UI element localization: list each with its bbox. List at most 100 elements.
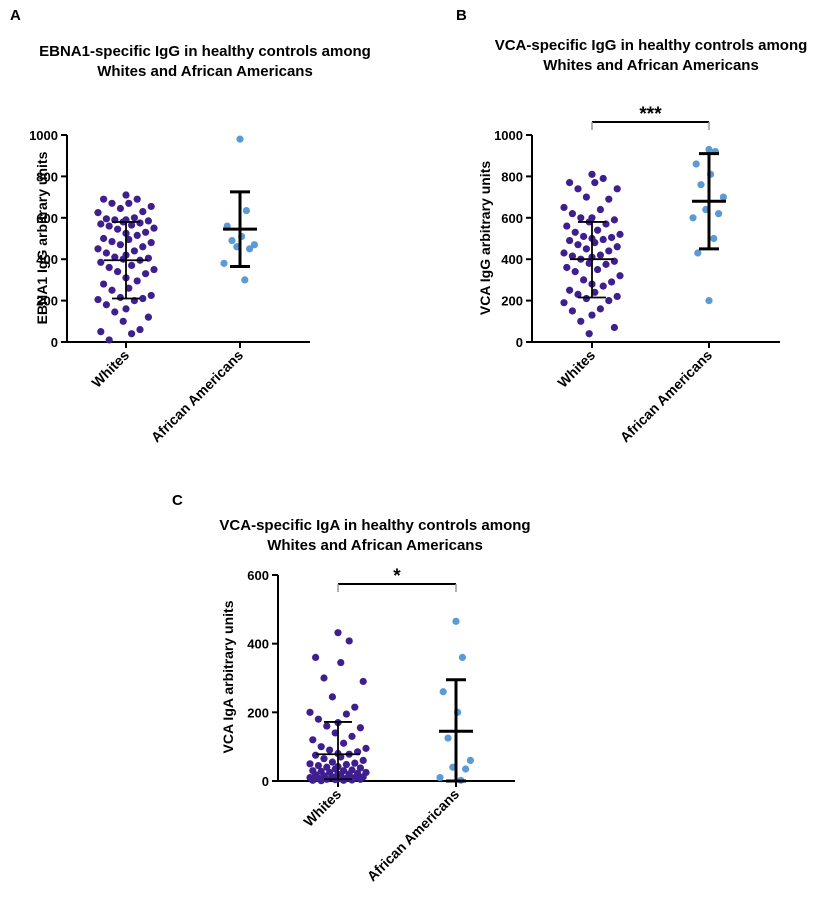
- panel-b-whites-point: [596, 251, 605, 259]
- panel-b-whites-point: [616, 272, 624, 280]
- panel-a-whites-point: [108, 199, 116, 207]
- panel-c-significance-label: *: [393, 566, 401, 587]
- panel-c-whites-point: [317, 743, 325, 751]
- panel-a-whites-point: [105, 336, 113, 344]
- panel-a-whites-point: [136, 325, 144, 334]
- panel-c-whites-point: [337, 658, 345, 667]
- panel-c-whites-point: [348, 732, 356, 740]
- panel-a-whites-point: [116, 293, 124, 302]
- panel-b-y-tick-label: 400: [501, 252, 523, 267]
- panel-a-whites-point: [122, 191, 130, 199]
- panel-c-african-americans-point: [439, 688, 447, 696]
- panel-c-whites-point: [351, 703, 359, 711]
- panel-b-whites-point: [580, 276, 588, 284]
- panel-a-african-americans-point: [250, 241, 258, 249]
- panel-a-y-tick-label: 1000: [29, 128, 58, 143]
- panel-c-y-axis-label: VCA IgA arbitrary units: [220, 600, 236, 753]
- panel-b-whites-point: [585, 259, 593, 267]
- panel-b-whites-point: [594, 265, 602, 274]
- panel-a-whites-point: [133, 231, 141, 239]
- panel-b-y-tick-label: 600: [501, 211, 523, 226]
- panel-b-whites-point: [610, 216, 619, 224]
- panel-b-african-americans-point: [715, 210, 723, 218]
- panel-b-african-americans-point: [719, 193, 728, 201]
- panel-c-letter: C: [172, 492, 183, 509]
- panel-b-y-tick-label: 200: [501, 294, 523, 309]
- panel-b-whites-point: [594, 226, 602, 234]
- panel-c-african-americans-category-label: African Americans: [364, 786, 463, 885]
- panel-c-whites-point: [317, 777, 325, 785]
- panel-b-whites-point: [574, 290, 582, 298]
- panel-a-whites-point: [114, 268, 122, 276]
- panel-b-whites-point: [613, 185, 621, 193]
- panel-a-whites-point: [100, 195, 108, 203]
- panel-c-whites-point: [337, 753, 345, 761]
- panel-c-y-tick-label: 400: [247, 637, 269, 652]
- panel-c-whites-category-label: Whites: [300, 786, 344, 830]
- panel-a-letter: A: [10, 7, 21, 24]
- panel-c: C VCA-specific IgA in healthy controls a…: [172, 492, 531, 884]
- panel-c-whites-point: [309, 776, 317, 784]
- panel-b-whites-point: [568, 210, 577, 218]
- panel-b-y-tick-label: 0: [516, 335, 523, 350]
- panel-a-whites-point: [102, 249, 110, 257]
- panel-a-african-americans-point: [242, 206, 250, 215]
- panel-a-y-tick-label: 600: [36, 211, 58, 226]
- panel-a-whites-point: [122, 305, 130, 313]
- panel-b-significance-label: ***: [639, 104, 662, 125]
- panel-a-whites-point: [97, 328, 105, 336]
- panel-a-y-axis-label: EBNA1 IgG arbitrary units: [34, 151, 50, 324]
- panel-a-african-americans-point: [246, 245, 254, 253]
- panel-a-y-tick-label: 0: [51, 335, 58, 350]
- panel-c-whites-point: [359, 756, 367, 765]
- panel-c-whites-point: [331, 729, 339, 737]
- panel-a-whites-point: [125, 284, 133, 292]
- panel-a-whites-point: [94, 209, 102, 217]
- panel-c-whites-point: [309, 736, 317, 744]
- panel-b-african-americans-point: [692, 160, 700, 168]
- panel-b-whites-point: [571, 228, 579, 236]
- panel-c-whites-point: [342, 710, 350, 718]
- panel-a-whites-point: [139, 294, 147, 303]
- panel-a-whites-point: [111, 253, 119, 261]
- panel-c-y-tick-label: 200: [247, 705, 269, 720]
- panel-a-whites-point: [147, 239, 155, 247]
- panel-a-whites-point: [125, 199, 133, 207]
- panel-c-title-line-1: VCA-specific IgA in healthy controls amo…: [219, 517, 530, 534]
- panel-a-african-americans-point: [236, 135, 244, 143]
- panel-a-whites-point: [139, 207, 147, 216]
- panel-b-whites-point: [563, 222, 571, 230]
- panel-a-african-americans-point: [228, 236, 236, 245]
- panel-a-whites-point: [128, 330, 136, 338]
- panel-c-african-americans-point: [462, 765, 470, 773]
- panel-c-whites-point: [356, 764, 364, 772]
- panel-a-y-tick-label: 200: [36, 294, 58, 309]
- panel-a-whites-point: [128, 221, 136, 229]
- panel-b-whites-point: [616, 230, 624, 238]
- panel-a-whites-point: [100, 234, 108, 243]
- panel-c-whites-point: [356, 775, 364, 783]
- panel-c-whites-point: [314, 761, 322, 770]
- panel-b-whites-point: [574, 185, 582, 193]
- panel-b-whites-point: [613, 243, 621, 251]
- panel-b-whites-point: [605, 247, 613, 255]
- panel-a-whites-point: [133, 277, 141, 285]
- panel-b-whites-point: [599, 174, 607, 183]
- panel-a-whites-point: [150, 224, 158, 232]
- panel-b-whites-point: [605, 297, 613, 305]
- panel-a-whites-point: [144, 313, 152, 321]
- panel-c-african-americans-point: [436, 773, 444, 782]
- panel-b-african-americans-point: [694, 249, 702, 257]
- panel-a-whites-point: [133, 195, 141, 203]
- panel-b-whites-point: [566, 286, 574, 294]
- panel-b-african-americans-category-label: African Americans: [617, 347, 716, 446]
- panel-b-whites-point: [585, 330, 593, 338]
- panel-a-y-tick-label: 400: [36, 252, 58, 267]
- panel-c-whites-point: [314, 715, 322, 723]
- panel-b-whites-point: [591, 179, 599, 187]
- panel-b-african-americans-point: [697, 181, 705, 189]
- panel-b-african-americans-point: [710, 234, 718, 243]
- panel-a-whites-point: [102, 215, 110, 223]
- panel-c-whites-point: [312, 653, 320, 662]
